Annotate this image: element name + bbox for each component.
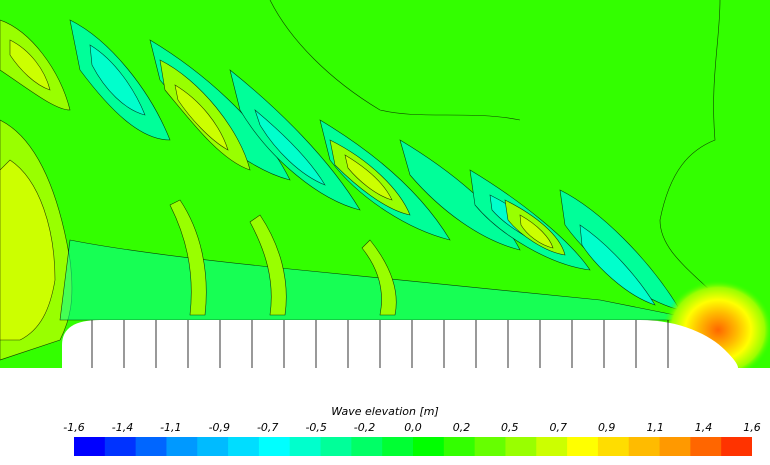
colorbar-tick-label: -0,2: [353, 421, 376, 434]
colorbar-swatch: [505, 437, 537, 456]
upper-left-crest-inner: [9, 39, 51, 91]
ship-hull: [62, 320, 738, 368]
colorbar-title: Wave elevation [m]: [331, 405, 439, 418]
trough-1-inner: [89, 44, 146, 116]
colorbar-tick-label: 1,6: [743, 421, 761, 434]
colorbar-tick-label: -1,1: [160, 421, 182, 434]
colorbar-swatch: [413, 437, 445, 456]
trough-3-inner: [254, 109, 326, 186]
crest-2-inner: [344, 154, 393, 201]
upper-right-contour: [659, 0, 721, 301]
colorbar-swatch: [597, 437, 630, 456]
crest-3-inner: [519, 214, 554, 249]
colorbar-tick-label: 1,1: [646, 421, 664, 434]
colorbar-swatch: [690, 437, 722, 456]
trough-3: [229, 69, 361, 211]
colorbar-swatch: [567, 437, 599, 456]
lower-crest-strips-3: [361, 239, 397, 316]
colorbar-tick-label: 0,2: [452, 421, 471, 434]
colorbar-tick-label: 0,9: [597, 421, 616, 434]
colorbar-swatch: [104, 437, 137, 456]
colorbar-swatch: [166, 437, 198, 456]
lower-white-area: [0, 368, 770, 400]
colorbar-tick-label: 0,7: [549, 421, 568, 434]
colorbar-swatch: [659, 437, 691, 456]
colorbar-swatch: [721, 437, 752, 456]
wave-field-contours: [0, 0, 721, 361]
colorbar-tick-label: -0,5: [305, 421, 327, 434]
colorbar-swatch: [474, 437, 506, 456]
colorbar-tick-label: 0,5: [501, 421, 519, 434]
colorbar-swatch: [628, 437, 661, 456]
crest-1-inner: [174, 84, 229, 151]
colorbar-swatch: [443, 437, 476, 456]
lower-crest-strips-2: [249, 214, 287, 316]
left-crest-inner: [0, 159, 56, 341]
trough-7-inner: [579, 224, 656, 306]
wave-elevation-plot: [0, 0, 770, 400]
colorbar-swatch: [74, 437, 106, 456]
upper-mid-contour: [269, 0, 521, 121]
colorbar-swatch: [258, 437, 291, 456]
colorbar-swatch: [197, 437, 229, 456]
colorbar-tick-label: -1,6: [63, 421, 85, 434]
colorbar-swatch: [135, 437, 167, 456]
lower-crest-strips: [169, 199, 207, 316]
colorbar-swatch: [228, 437, 260, 456]
colorbar-swatch: [289, 437, 322, 456]
colorbar-swatch: [351, 437, 383, 456]
trough-5: [399, 139, 521, 251]
colorbar-tick-label: -1,4: [111, 421, 134, 434]
colorbar-tick-label: 0,0: [404, 421, 422, 434]
hull-stations: [91, 320, 669, 368]
colorbar: [74, 437, 752, 456]
colorbar-tick-label: -0,9: [208, 421, 231, 434]
colorbar-tick-label: -0,7: [256, 421, 279, 434]
colorbar-swatch: [320, 437, 352, 456]
colorbar-tick-label: 1,4: [694, 421, 713, 434]
colorbar-swatch: [536, 437, 568, 456]
colorbar-swatch: [382, 437, 414, 456]
